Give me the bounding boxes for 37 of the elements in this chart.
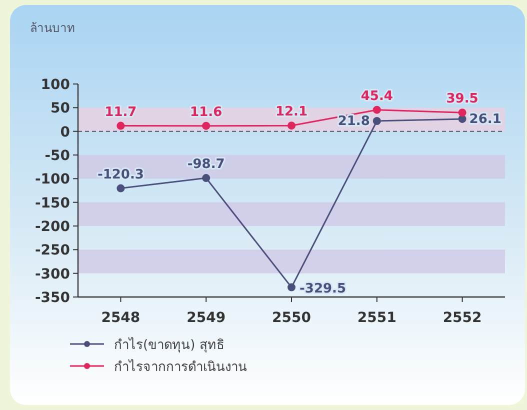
y-tick-label: 50: [50, 100, 70, 117]
y-tick-label: 0: [60, 124, 70, 140]
data-label: 12.1: [275, 104, 308, 120]
x-tick-label: 2552: [442, 310, 482, 326]
data-label: 26.1: [469, 112, 502, 127]
x-tick-label: 2548: [101, 310, 140, 326]
point: [288, 122, 296, 130]
y-tick-label: -250: [34, 242, 70, 259]
point: [458, 108, 466, 117]
x-tick-label: 2549: [186, 310, 226, 326]
x-tick-label: 2550: [272, 310, 312, 326]
point: [116, 184, 125, 192]
point: [372, 106, 381, 114]
y-tick-label: 100: [40, 77, 70, 93]
y-tick-label: -350: [34, 290, 70, 306]
y-tick-label: -100: [34, 172, 70, 188]
legend-label: กำไร(ขาดทุน) สุทธิ: [114, 337, 224, 353]
point: [202, 122, 210, 130]
point: [116, 122, 125, 130]
y-tick-label: -150: [34, 195, 70, 212]
y-tick-label: -200: [34, 219, 70, 235]
x-tick-label: 2551: [357, 310, 396, 326]
data-label: 11.6: [190, 104, 222, 120]
y-tick-label: -300: [34, 266, 70, 282]
data-label: 45.4: [360, 88, 393, 104]
data-label: 39.5: [446, 92, 478, 107]
point: [288, 283, 296, 292]
legend-label: กำไรจากการดำเนินงาน: [114, 359, 247, 375]
data-label: -120.3: [97, 167, 144, 182]
data-label: 21.8: [338, 114, 370, 130]
point: [202, 174, 210, 182]
data-label: 11.7: [104, 104, 137, 120]
point: [372, 117, 381, 126]
y-axis-title: ล้านบาท: [30, 21, 75, 35]
y-tick-label: -50: [44, 148, 70, 164]
data-label: -98.7: [187, 157, 225, 172]
data-label: -329.5: [300, 281, 346, 296]
